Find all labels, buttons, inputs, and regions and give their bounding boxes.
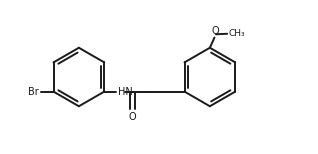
Text: CH₃: CH₃ — [229, 29, 245, 38]
Text: O: O — [211, 26, 219, 36]
Text: Br: Br — [28, 87, 39, 97]
Text: O: O — [128, 112, 136, 122]
Text: HN: HN — [118, 87, 133, 97]
